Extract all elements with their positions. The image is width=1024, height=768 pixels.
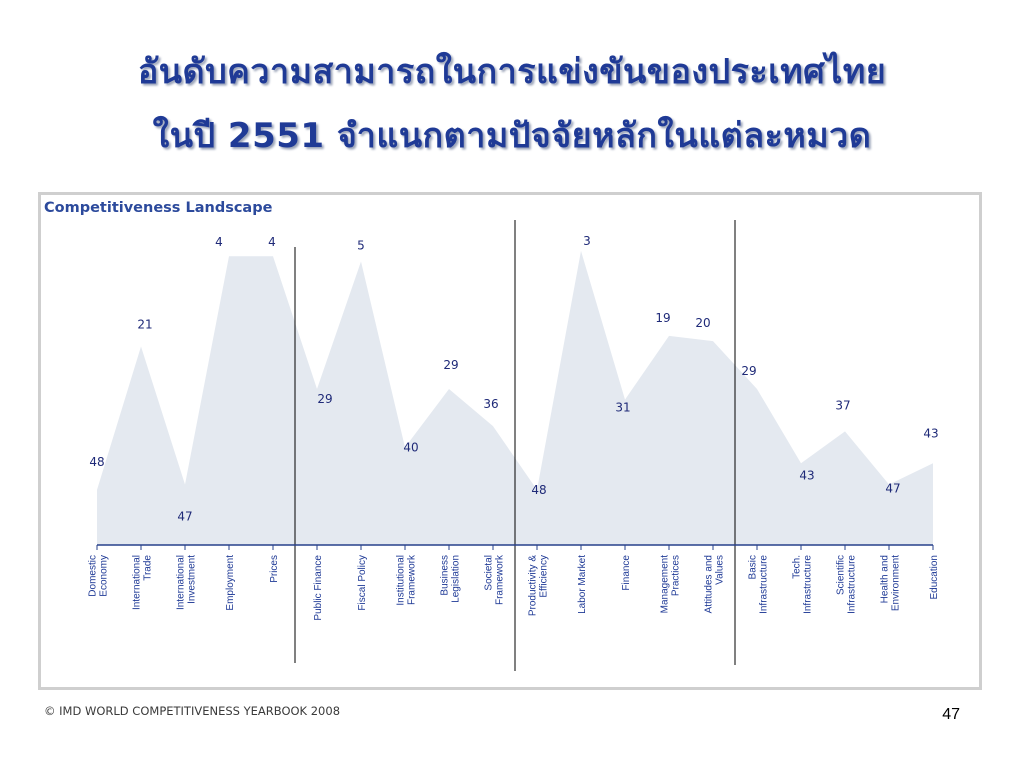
competitiveness-chart: Competitiveness Landscape 48 21 47 4 4 29 5 40 2… (44, 200, 940, 671)
category-tick-label: Institutional Framework (396, 554, 418, 606)
data-label: 4 (215, 235, 223, 249)
data-label: 31 (615, 401, 630, 415)
category-tick-label-line: Efficiency (539, 555, 550, 598)
category-tick-label: Education (929, 555, 940, 599)
slide-title-line-1: อันดับความสามารถในการแข่งขันของประเทศไทย (137, 52, 887, 92)
category-tick-label: Finance (621, 555, 632, 591)
category-tick-label: Health and Environment (880, 555, 902, 611)
category-tick-label-line: Societal (484, 555, 495, 591)
category-tick-label-line: International (132, 555, 143, 610)
data-label: 4 (268, 235, 276, 249)
source-credit: © IMD WORLD COMPETITIVENESS YEARBOOK 200… (44, 704, 341, 718)
category-tick-label-line: Public Finance (313, 555, 324, 621)
category-tick-label-line: Trade (143, 555, 154, 581)
data-label: 48 (89, 455, 104, 469)
category-tick-label-line: Fiscal Policy (357, 555, 368, 611)
data-label: 43 (799, 468, 814, 482)
category-tick-label: Basic Infrastructure (748, 555, 770, 614)
category-tick-label-line: Infrastructure (759, 555, 770, 614)
data-label: 5 (357, 239, 365, 253)
category-tick-label: Employment (225, 555, 236, 611)
category-tick-label: Prices (269, 555, 280, 583)
category-tick-label: International Trade (132, 555, 154, 610)
category-tick-label-line: Infrastructure (803, 555, 814, 614)
category-tick-label: Fiscal Policy (357, 555, 368, 611)
chart-area-fill (97, 250, 933, 545)
category-tick-label-line: Environment (891, 555, 902, 611)
category-tick-label: Public Finance (313, 555, 324, 621)
category-tick-label: Attitudes and Values (704, 555, 726, 613)
category-tick-label-line: Employment (225, 555, 236, 611)
category-tick-label-line: Business (440, 555, 451, 596)
category-tick-label-line: Practices (671, 555, 682, 596)
category-tick-label-line: Values (715, 555, 726, 585)
data-label: 3 (583, 234, 591, 248)
data-label: 37 (835, 398, 850, 412)
category-tick-label-line: International (176, 555, 187, 610)
category-tick-label-line: Labor Market (577, 555, 588, 614)
category-tick-label: Management Practices (660, 555, 682, 614)
data-label: 29 (317, 392, 332, 406)
category-tick-label-line: Domestic (88, 555, 99, 597)
category-tick-label: Societal Framework (484, 554, 506, 605)
category-tick-label-line: Framework (407, 554, 418, 605)
slide-title-line-2: ในปี 2551 จำแนกตามปัจจัยหลักในแต่ละหมวด (152, 116, 872, 156)
category-tick-label-line: Institutional (396, 555, 407, 606)
category-tick-label: Business Legislation (440, 555, 462, 603)
data-label: 36 (483, 397, 498, 411)
category-tick-label: Scientific Infrastructure (836, 555, 858, 614)
category-tick-label-line: Health and (880, 555, 891, 603)
category-tick-label: Domestic Economy (88, 555, 110, 597)
data-label: 20 (695, 316, 710, 330)
data-label: 29 (443, 358, 458, 372)
category-tick-label: Tech. Infrastructure (792, 555, 814, 614)
category-tick-label: Productivity & Efficiency (528, 555, 550, 616)
category-tick-label-line: Management (660, 555, 671, 614)
category-tick-label-line: Prices (269, 555, 280, 583)
category-tick-label-line: Economy (99, 555, 110, 597)
data-label: 43 (923, 426, 938, 440)
chart-frame: Competitiveness Landscape 48 21 47 4 4 29 5 40 2… (38, 192, 982, 690)
data-label: 48 (531, 483, 546, 497)
category-tick-label-line: Attitudes and (704, 555, 715, 613)
data-label: 21 (137, 317, 152, 331)
page-number: 47 (942, 706, 960, 723)
data-label: 40 (403, 440, 418, 454)
data-label: 19 (655, 311, 670, 325)
category-tick-label-line: Education (929, 555, 940, 599)
category-tick-label: Labor Market (577, 555, 588, 614)
category-tick-label-line: Tech. (792, 555, 803, 579)
category-tick-label-line: Productivity & (528, 555, 539, 616)
category-tick-label-line: Framework (495, 554, 506, 605)
category-tick-label-line: Infrastructure (847, 555, 858, 614)
category-tick-label-line: Finance (621, 555, 632, 591)
category-tick-label-line: Investment (187, 555, 198, 604)
data-label: 47 (885, 482, 900, 496)
category-tick-label-line: Legislation (451, 555, 462, 603)
data-label: 47 (177, 510, 192, 524)
category-tick-label: International Investment (176, 555, 198, 610)
category-tick-label-line: Basic (748, 555, 759, 579)
category-tick-label-line: Scientific (836, 555, 847, 595)
data-label: 29 (741, 364, 756, 378)
chart-title: Competitiveness Landscape (44, 200, 273, 216)
